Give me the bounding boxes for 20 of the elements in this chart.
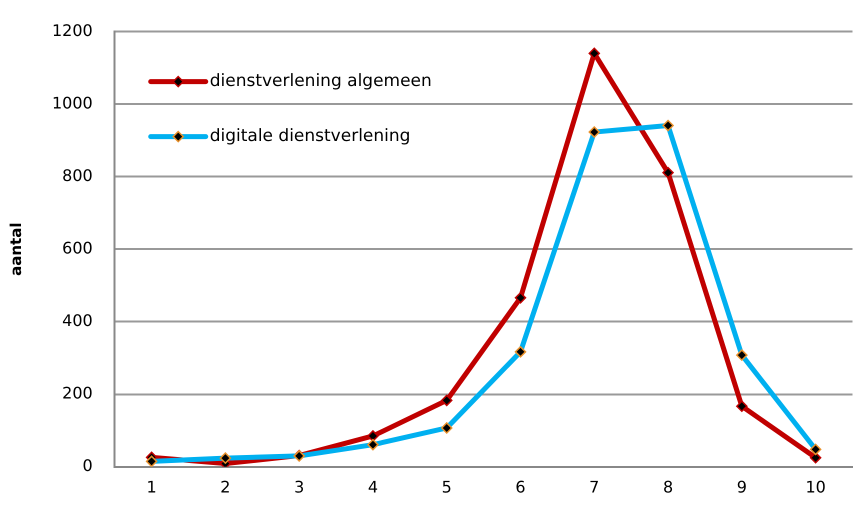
x-tick-label: 3 <box>294 478 304 497</box>
x-tick-label: 4 <box>368 478 378 497</box>
x-tick-label: 9 <box>736 478 747 497</box>
legend-label: dienstverlening algemeen <box>210 71 432 92</box>
y-tick-label: 600 <box>62 238 93 258</box>
x-tick-label: 10 <box>805 478 826 497</box>
y-tick-label: 400 <box>62 310 93 330</box>
x-tick-label: 5 <box>442 478 452 497</box>
y-tick-label: 800 <box>62 166 93 185</box>
x-tick-label: 8 <box>662 478 674 497</box>
x-tick-label: 7 <box>589 478 600 497</box>
legend-label: digitale dienstverlening <box>210 126 410 146</box>
x-tick-label: 6 <box>515 478 526 497</box>
x-tick-label: 2 <box>220 478 230 497</box>
y-tick-label: 200 <box>62 383 93 402</box>
y-tick-label: 0 <box>82 456 93 475</box>
y-tick-label: 1200 <box>52 20 93 40</box>
y-axis-title: aantal <box>6 222 25 276</box>
x-tick-label: 1 <box>146 478 157 497</box>
y-tick-label: 1000 <box>52 93 93 112</box>
